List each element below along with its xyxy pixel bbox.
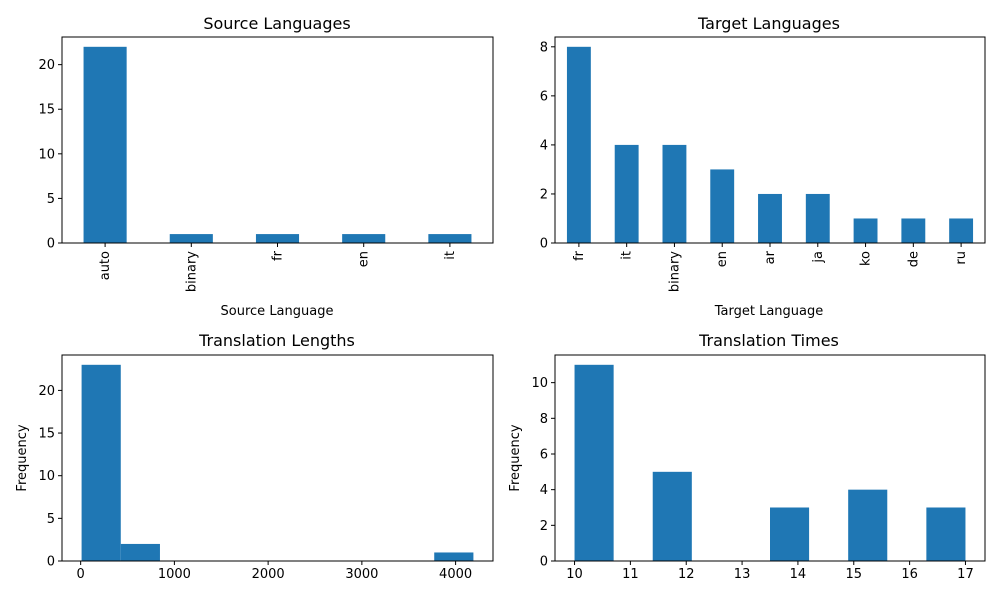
x-tick-label: binary <box>184 251 199 292</box>
x-tick-label: 14 <box>790 567 807 582</box>
y-axis-label: Frequency <box>15 424 30 491</box>
plot-frame <box>554 36 986 244</box>
chart-title: Translation Times <box>698 331 839 350</box>
x-tick-label: it <box>443 251 458 260</box>
x-tick-label: 4000 <box>439 567 472 582</box>
histogram-bar <box>574 364 614 561</box>
y-axis-label: Frequency <box>508 424 523 491</box>
y-tick-label: 0 <box>47 237 55 252</box>
y-tick-label: 8 <box>540 40 548 55</box>
x-tick-label: 17 <box>957 567 974 582</box>
target-languages-chart: Target Languages Target Language fr it bin… <box>540 14 986 319</box>
x-tick-label: auto <box>98 251 113 280</box>
x-tick-label: de <box>906 251 921 267</box>
source-languages-chart: Source Languages Source Language auto bin… <box>38 14 494 319</box>
histogram-bar <box>926 507 966 561</box>
histogram-bar <box>120 543 160 561</box>
bar <box>566 46 591 243</box>
y-tick-label: 6 <box>540 89 548 104</box>
chart-title: Translation Lengths <box>198 331 355 350</box>
y-tick-label: 6 <box>540 447 548 462</box>
x-tick-label: 12 <box>678 567 695 582</box>
y-tick-label: 5 <box>47 192 55 207</box>
translation-lengths-chart: Translation Lengths Frequency 0 1000 2000 3… <box>15 331 494 582</box>
x-tick-label: 3000 <box>345 567 378 582</box>
bar <box>342 234 386 243</box>
bar <box>758 193 782 243</box>
y-tick-label: 10 <box>38 469 55 484</box>
plot-frame <box>61 36 494 244</box>
bar <box>662 144 687 243</box>
histogram-bar <box>652 471 692 561</box>
bar <box>428 234 472 243</box>
bar <box>901 218 926 243</box>
plot-frame <box>61 354 494 562</box>
y-tick-label: 0 <box>47 555 55 570</box>
x-tick-label: binary <box>667 251 682 292</box>
x-tick-label: en <box>715 251 730 267</box>
x-tick-label: 11 <box>622 567 639 582</box>
histogram-bar <box>434 552 474 561</box>
y-tick-label: 4 <box>540 483 548 498</box>
y-tick-label: 15 <box>38 427 55 442</box>
x-tick-label: ja <box>811 251 826 264</box>
x-tick-label: ko <box>859 251 874 266</box>
y-tick-label: 2 <box>540 519 548 534</box>
x-tick-label: ar <box>763 250 778 264</box>
x-tick-label: it <box>620 251 635 260</box>
bar <box>949 218 974 243</box>
y-tick-label: 0 <box>540 555 548 570</box>
x-axis-label: Source Language <box>221 304 334 319</box>
y-tick-label: 2 <box>540 187 548 202</box>
bar <box>853 218 878 243</box>
x-tick-label: 16 <box>901 567 918 582</box>
x-tick-label: 15 <box>845 567 862 582</box>
y-tick-label: 15 <box>38 103 55 118</box>
x-tick-label: 10 <box>566 567 583 582</box>
y-tick-label: 8 <box>540 412 548 427</box>
plot-frame <box>554 354 986 562</box>
x-tick-label: 13 <box>734 567 751 582</box>
bar <box>805 193 830 243</box>
x-tick-label: fr <box>271 250 286 261</box>
histogram-bar <box>770 507 810 561</box>
y-tick-label: 20 <box>38 58 55 73</box>
bar <box>255 234 300 243</box>
chart-title: Source Languages <box>203 14 350 33</box>
y-tick-label: 10 <box>38 147 55 162</box>
y-tick-label: 10 <box>531 376 548 391</box>
histogram-bar <box>81 364 121 561</box>
x-tick-label: fr <box>572 250 587 261</box>
x-tick-label: 2000 <box>252 567 285 582</box>
x-tick-label: en <box>357 251 372 267</box>
bar <box>614 144 639 243</box>
bar <box>83 46 127 243</box>
x-tick-label: ru <box>954 251 969 265</box>
y-tick-label: 4 <box>540 138 548 153</box>
translation-times-chart: Translation Times Frequency 10 11 12 13 14 15… <box>508 331 986 582</box>
y-tick-label: 0 <box>540 237 548 252</box>
y-tick-label: 5 <box>47 512 55 527</box>
x-tick-label: 1000 <box>158 567 191 582</box>
x-tick-label: 0 <box>77 567 85 582</box>
bar <box>169 234 213 243</box>
bar <box>710 169 735 243</box>
chart-title: Target Languages <box>697 14 840 33</box>
histogram-bar <box>848 489 888 561</box>
x-axis-label: Target Language <box>714 304 824 319</box>
y-tick-label: 20 <box>38 384 55 399</box>
